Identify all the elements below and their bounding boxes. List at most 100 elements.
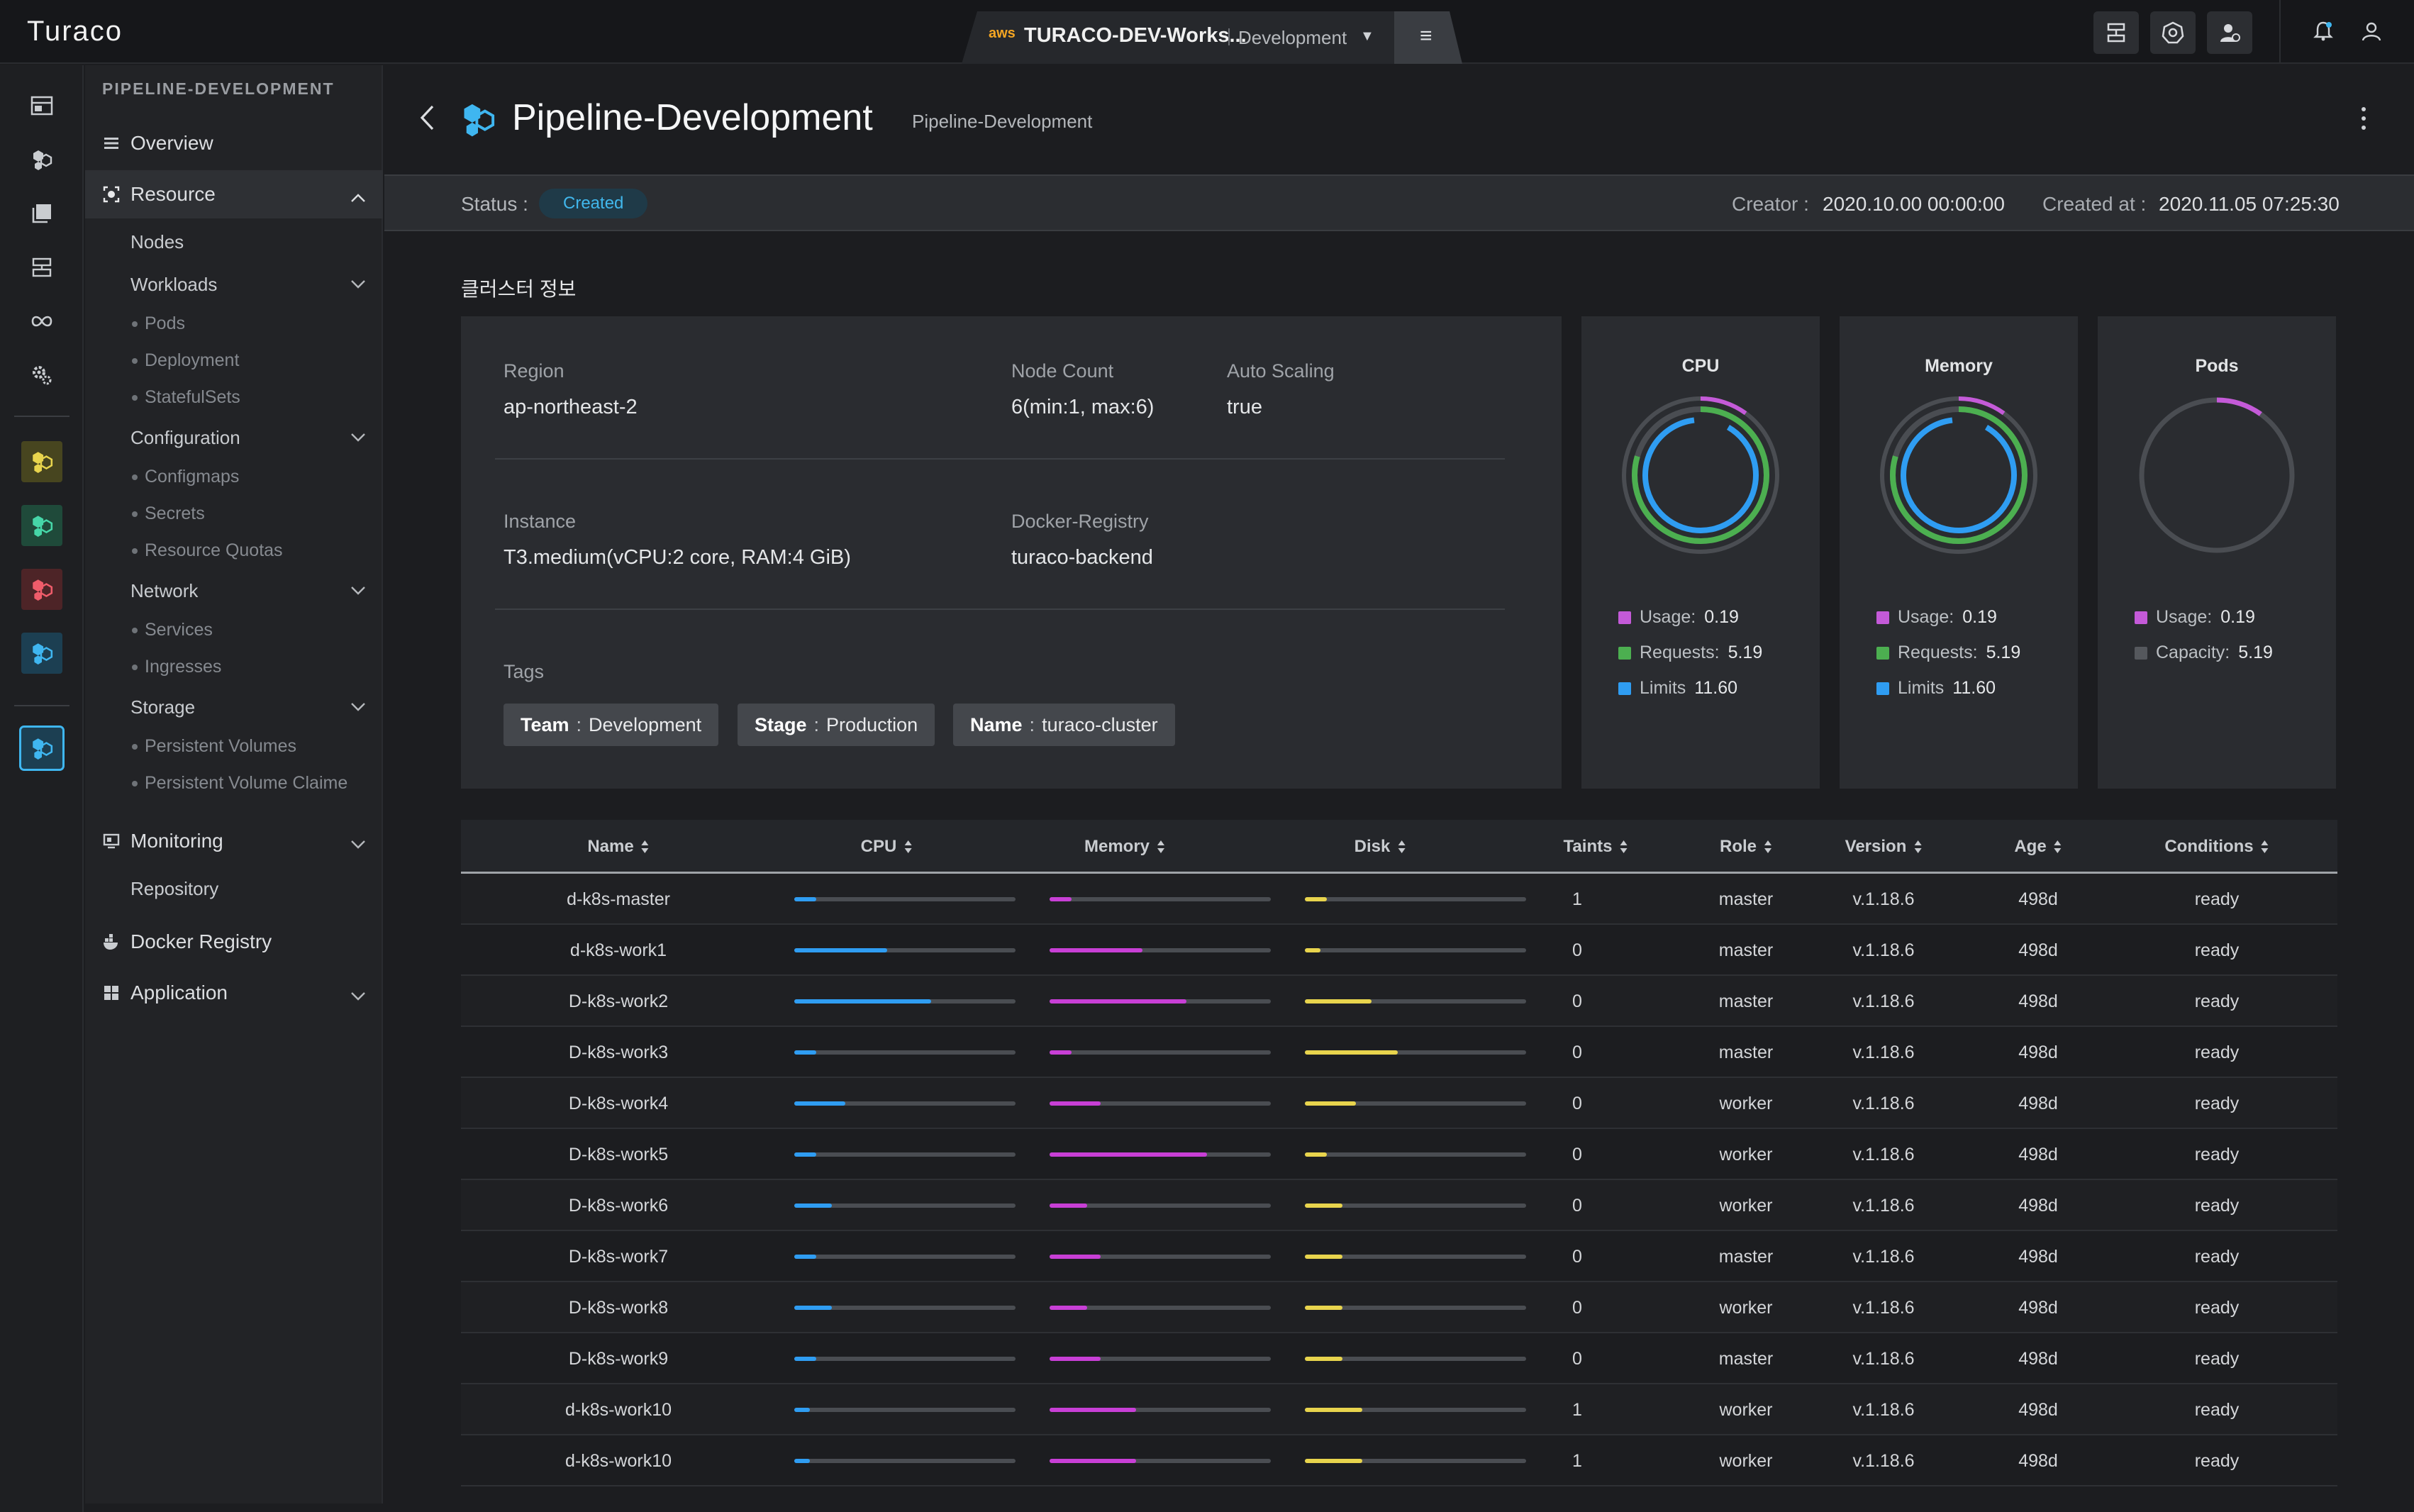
table-row[interactable]: d-k8s-master 1 master v.1.18.6 498d ready [461,874,2337,925]
chevron-down-icon[interactable] [350,586,366,596]
cluster-button[interactable] [2093,11,2139,54]
nav-configmaps[interactable]: Configmaps [132,467,239,487]
cluster-hex-icon[interactable] [27,145,57,174]
nav-deployment[interactable]: Deployment [132,350,239,371]
table-row[interactable]: D-k8s-work9 0 master v.1.18.6 498d ready [461,1333,2337,1384]
sort-icon[interactable] [641,840,650,854]
library-icon[interactable] [27,199,57,228]
age-cell: 498d [2018,1196,2058,1216]
column-header-memory[interactable]: Memory [1084,837,1165,857]
profile-icon[interactable] [2357,17,2386,45]
nav-storage[interactable]: Storage [130,696,196,718]
sort-icon[interactable] [1619,840,1628,854]
sort-icon[interactable] [903,840,912,854]
taints-cell: 0 [1572,1043,1582,1062]
notification-bell-icon[interactable] [2309,17,2337,45]
sort-icon[interactable] [1913,840,1922,854]
column-header-label: Conditions [2164,837,2254,856]
nav-statefulsets[interactable]: StatefulSets [132,387,240,408]
conditions-cell: ready [2194,991,2240,1011]
table-row[interactable]: d-k8s-work10 1 worker v.1.18.6 498d ready [461,1435,2337,1486]
chevron-down-icon[interactable] [350,433,366,443]
role-cell: worker [1719,1451,1773,1471]
sort-icon[interactable] [1157,840,1165,854]
app-red-icon[interactable] [21,569,62,610]
legend-value: 11.60 [1694,678,1738,698]
back-arrow-icon[interactable] [418,104,435,132]
column-header-taints[interactable]: Taints [1564,837,1628,857]
role-cell: master [1718,1247,1774,1267]
nav-services[interactable]: Services [132,620,213,640]
monitor-icon [103,833,120,849]
nav-ingresses[interactable]: Ingresses [132,657,221,677]
nav-docker-registry[interactable]: Docker Registry [102,930,272,953]
table-row[interactable]: D-k8s-work3 0 master v.1.18.6 498d ready [461,1027,2337,1078]
app-logo[interactable]: Turaco [27,16,123,47]
pipeline-infinity-icon[interactable] [27,306,57,336]
chevron-down-icon[interactable] [350,840,366,850]
nav-application[interactable]: Application [102,982,228,1004]
column-header-age[interactable]: Age [2014,837,2062,857]
chevron-down-icon[interactable] [350,279,366,289]
more-options-icon[interactable] [2360,106,2367,130]
column-header-role[interactable]: Role [1720,837,1772,857]
nav-configuration[interactable]: Configuration [130,427,240,448]
hamburger-icon[interactable]: ≡ [1420,24,1433,48]
settings-gears-icon[interactable] [27,360,57,390]
column-header-label: CPU [860,837,897,856]
column-header-disk[interactable]: Disk [1355,837,1406,857]
table-row[interactable]: D-k8s-work4 0 worker v.1.18.6 498d ready [461,1078,2337,1129]
chevron-down-icon[interactable] [350,991,366,1001]
workspace-selector[interactable] [962,11,1394,64]
nav-persistent-volumes[interactable]: Persistent Volumes [132,736,296,757]
table-row[interactable]: d-k8s-work10 1 worker v.1.18.6 498d ready [461,1384,2337,1435]
column-header-name[interactable]: Name [587,837,649,857]
dashboard-icon[interactable] [27,91,57,121]
table-row[interactable]: D-k8s-work2 0 master v.1.18.6 498d ready [461,976,2337,1027]
instance-value: T3.medium(vCPU:2 core, RAM:4 GiB) [504,546,851,569]
sort-icon[interactable] [2261,840,2269,854]
sort-icon[interactable] [2054,840,2062,854]
list-icon [104,138,118,149]
kubernetes-button[interactable] [2150,11,2196,54]
table-row[interactable]: d-k8s-work1 0 master v.1.18.6 498d ready [461,925,2337,976]
column-header-version[interactable]: Version [1845,837,1923,857]
legend-label: Limits [1898,678,1945,698]
chevron-down-icon[interactable] [350,702,366,712]
nav-persistent-volume-claims[interactable]: Persistent Volume Claime [132,773,347,794]
column-header-conditions[interactable]: Conditions [2164,837,2269,857]
table-row[interactable]: D-k8s-work7 0 master v.1.18.6 498d ready [461,1231,2337,1282]
workspace-env[interactable]: Development [1238,27,1347,48]
app-green-icon[interactable] [21,505,62,546]
nav-secrets[interactable]: Secrets [132,504,205,524]
chevron-up-icon[interactable] [350,193,366,203]
column-header-cpu[interactable]: CPU [861,837,913,857]
caret-down-icon[interactable]: ▼ [1360,28,1374,44]
nav-pods[interactable]: Pods [132,313,185,334]
disk-usage-bar [1305,1050,1526,1055]
sort-icon[interactable] [1764,840,1772,854]
app-active-icon[interactable] [19,726,65,771]
nav-overview[interactable]: Overview [102,132,213,155]
nav-workloads[interactable]: Workloads [130,274,218,295]
nav-monitoring[interactable]: Monitoring [102,830,223,852]
workspace-menu-button[interactable] [1394,11,1462,64]
table-row[interactable]: D-k8s-work8 0 worker v.1.18.6 498d ready [461,1282,2337,1333]
nav-statefulsets-label: StatefulSets [145,387,240,407]
app-blue-icon[interactable] [21,633,62,674]
app-yellow-icon[interactable] [21,441,62,482]
nav-nodes[interactable]: Nodes [130,231,184,252]
user-admin-button[interactable] [2207,11,2252,54]
sort-icon[interactable] [1397,840,1406,854]
nav-resource[interactable]: Resource [102,183,216,206]
server-icon[interactable] [27,252,57,282]
node-name-cell: d-k8s-master [567,889,670,909]
nav-resource-quotas[interactable]: Resource Quotas [132,540,283,561]
disk-usage-bar-fill [1305,1408,1362,1412]
nav-network[interactable]: Network [130,580,199,601]
workspace-name[interactable]: TURACO-DEV-Works... [1024,24,1247,47]
legend-limits: Limits 11.60 [1618,678,1737,699]
nav-repository[interactable]: Repository [130,878,219,899]
table-row[interactable]: D-k8s-work5 0 worker v.1.18.6 498d ready [461,1129,2337,1180]
table-row[interactable]: D-k8s-work6 0 worker v.1.18.6 498d ready [461,1180,2337,1231]
